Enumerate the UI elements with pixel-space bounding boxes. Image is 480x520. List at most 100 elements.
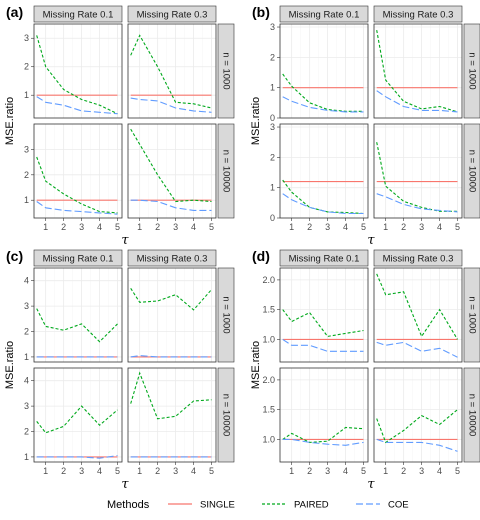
y-tick-label: 0 xyxy=(270,213,275,223)
x-tick-label: 5 xyxy=(209,466,214,476)
series-paired-line xyxy=(376,142,458,212)
row-strip xyxy=(463,123,480,219)
panel-border xyxy=(33,367,123,463)
x-tick-label: 2 xyxy=(401,466,406,476)
x-tick-label: 4 xyxy=(343,466,348,476)
y-tick-label: 1 xyxy=(270,183,275,193)
series-coe-line xyxy=(36,455,118,459)
x-tick-label: 4 xyxy=(191,222,196,232)
series-paired-line xyxy=(376,273,458,340)
x-tick-label: 4 xyxy=(437,466,442,476)
legend: Methods SINGLE PAIRED COE xyxy=(107,499,409,511)
y-tick-label: 3 xyxy=(270,122,275,132)
x-tick-label: 1 xyxy=(43,466,48,476)
facet-panel: 1 2 3 4 5 xyxy=(373,123,463,232)
panel-border xyxy=(373,267,463,363)
panel-border xyxy=(279,23,369,119)
series-coe-line xyxy=(130,97,212,113)
x-tick-label: 1 xyxy=(43,222,48,232)
x-tick-label: 4 xyxy=(97,466,102,476)
panel-background xyxy=(34,124,122,218)
series-paired-line xyxy=(36,156,118,214)
series-coe-line xyxy=(130,355,212,358)
chart-block: Missing Rate 0.1 Missing Rate 0.3 n = 1000… xyxy=(250,248,480,492)
panel-background xyxy=(128,268,216,362)
x-tick-label: 5 xyxy=(361,466,366,476)
panel-border xyxy=(373,123,463,219)
x-tick-label: 1 xyxy=(137,222,142,232)
row-strip xyxy=(463,23,480,119)
facet-panel: 1 2 3 4 5 xyxy=(373,367,463,476)
y-tick-label: 1.0 xyxy=(262,434,275,444)
row-strip-label: n = 1000 xyxy=(220,52,231,89)
facet-panel: 1 2 3 xyxy=(24,23,123,119)
panel-background xyxy=(280,368,368,462)
column-strip xyxy=(127,249,217,267)
column-strip xyxy=(127,5,217,23)
facet-panel: 0 1 2 3 xyxy=(270,22,369,123)
row-strip xyxy=(217,23,235,119)
x-tick-label: 1 xyxy=(289,466,294,476)
row-strip-label: n = 10000 xyxy=(220,394,231,437)
panel-border xyxy=(127,23,217,119)
panel-border xyxy=(33,267,123,363)
y-tick-label: 1 xyxy=(24,452,29,462)
x-tick-label: 5 xyxy=(361,222,366,232)
column-strip-label: Missing Rate 0.3 xyxy=(137,10,208,21)
panel-letter-label: (d) xyxy=(252,248,270,264)
series-paired-line xyxy=(282,309,364,337)
row-strip xyxy=(463,367,480,463)
row-strip xyxy=(463,267,480,363)
y-tick-label: 0 xyxy=(270,113,275,123)
row-strip xyxy=(217,123,235,219)
y-tick-label: 1.0 xyxy=(262,334,275,344)
legend-label-coe: COE xyxy=(388,500,409,511)
y-tick-label: 2 xyxy=(24,327,29,337)
y-tick-label: 1 xyxy=(24,352,29,362)
y-axis-label: MSE.ratio xyxy=(250,341,262,389)
x-tick-label: 2 xyxy=(61,222,66,232)
x-tick-label: 3 xyxy=(173,466,178,476)
x-tick-label: 3 xyxy=(79,222,84,232)
y-tick-label: 2 xyxy=(24,170,29,180)
y-tick-label: 1 xyxy=(270,83,275,93)
panel-letter-label: (b) xyxy=(252,4,270,20)
x-tick-label: 5 xyxy=(455,466,460,476)
x-tick-label: 5 xyxy=(115,222,120,232)
facet-panel: 1.0 1.5 2.0 1 2 3 4 5 xyxy=(262,367,369,476)
row-strip-label: n = 1000 xyxy=(220,296,231,333)
column-strip xyxy=(33,5,123,23)
x-tick-label: 5 xyxy=(115,466,120,476)
row-strip-label: n = 10000 xyxy=(466,394,477,437)
y-tick-label: 1 xyxy=(24,90,29,100)
panel-background xyxy=(374,124,462,218)
y-tick-label: 2 xyxy=(24,427,29,437)
panel-border xyxy=(373,367,463,463)
row-strip-label: n = 1000 xyxy=(466,296,477,333)
x-axis-label: τ xyxy=(367,233,375,248)
y-axis-label: MSE.ratio xyxy=(4,97,16,145)
legend-title: Methods xyxy=(107,499,150,511)
column-strip xyxy=(279,5,369,23)
x-tick-label: 2 xyxy=(307,222,312,232)
y-axis-label: MSE.ratio xyxy=(250,97,262,145)
panel-background xyxy=(128,124,216,218)
column-strip-label: Missing Rate 0.3 xyxy=(383,254,454,265)
y-tick-label: 1 xyxy=(24,195,29,205)
y-tick-label: 3 xyxy=(24,33,29,43)
panel-border xyxy=(279,367,369,463)
chart-block: Missing Rate 0.1 Missing Rate 0.3 n = 1000… xyxy=(4,248,235,492)
x-tick-label: 1 xyxy=(383,466,388,476)
x-tick-label: 3 xyxy=(419,222,424,232)
panel-background xyxy=(280,24,368,118)
y-tick-label: 4 xyxy=(24,376,29,386)
x-tick-label: 2 xyxy=(155,466,160,476)
series-paired-line xyxy=(282,179,364,215)
y-tick-label: 2.0 xyxy=(262,375,275,385)
panel-border xyxy=(127,123,217,219)
panel-background xyxy=(34,368,122,462)
column-strip xyxy=(279,249,369,267)
y-tick-label: 2 xyxy=(24,62,29,72)
panel-border xyxy=(127,267,217,363)
